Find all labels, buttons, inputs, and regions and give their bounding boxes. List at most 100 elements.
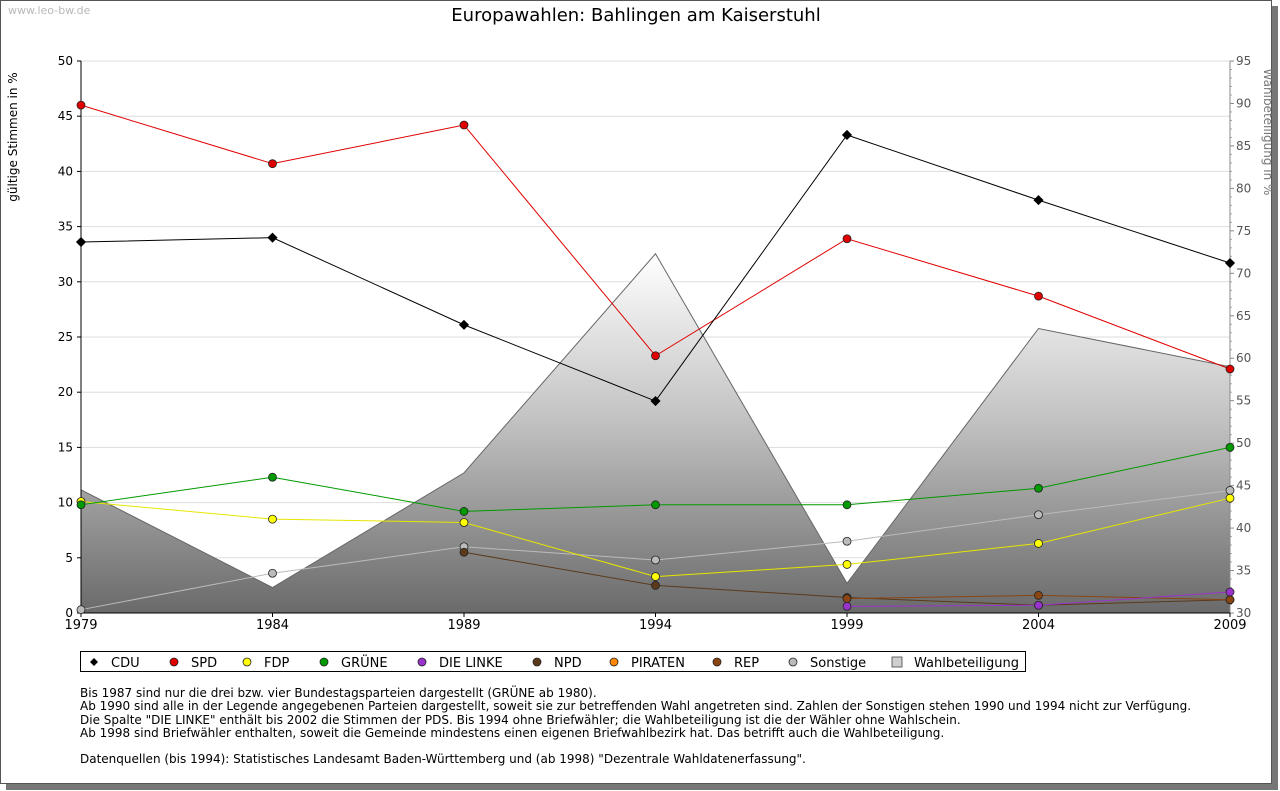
legend-marker-cdu bbox=[90, 658, 98, 666]
footnote-line: Bis 1987 sind nur die drei bzw. vier Bun… bbox=[80, 686, 597, 700]
point-npd bbox=[459, 547, 469, 557]
y-right-tick-label: 50 bbox=[1236, 436, 1251, 450]
x-tick-label: 1999 bbox=[830, 618, 863, 633]
turnout-line bbox=[80, 252, 1231, 589]
footnote-line: Ab 1990 sind alle in der Legende angegeb… bbox=[80, 699, 1192, 714]
point-cdu bbox=[267, 232, 278, 243]
point-spd bbox=[268, 159, 277, 169]
y-right-tick-label: 85 bbox=[1236, 139, 1251, 153]
chart-title: Europawahlen: Bahlingen am Kaiserstuhl bbox=[451, 5, 820, 26]
point-cdu bbox=[75, 236, 87, 248]
point-cdu bbox=[458, 319, 470, 330]
point-spd bbox=[651, 351, 660, 361]
y-tick-label: 40 bbox=[58, 164, 73, 178]
x-tick-label: 2009 bbox=[1213, 618, 1246, 633]
point-fdp bbox=[1034, 539, 1043, 548]
y-right-tick-label: 45 bbox=[1236, 479, 1251, 493]
footnote-line: Datenquellen (bis 1994): Statistisches L… bbox=[80, 752, 806, 767]
y-axis-label: gültige Stimmen in % bbox=[6, 72, 20, 201]
point-sonstige bbox=[1034, 510, 1043, 520]
y-tick-label: 5 bbox=[65, 551, 73, 565]
point-die-linke bbox=[1034, 600, 1043, 610]
point-grüne bbox=[1034, 483, 1043, 493]
y-axis-right-label: Wahlbeteiligung in % bbox=[1261, 69, 1272, 196]
y-right-tick-label: 70 bbox=[1236, 266, 1251, 280]
point-cdu bbox=[1224, 257, 1236, 269]
y-right-tick-label: 40 bbox=[1236, 521, 1251, 535]
point-fdp bbox=[459, 518, 469, 527]
y-tick-label: 30 bbox=[58, 275, 73, 289]
y-tick-label: 15 bbox=[58, 440, 73, 454]
y-right-tick-label: 30 bbox=[1236, 606, 1251, 620]
x-tick-label: 2004 bbox=[1022, 618, 1055, 633]
point-cdu bbox=[841, 129, 853, 141]
x-tick-label: 1984 bbox=[256, 618, 289, 633]
point-spd bbox=[842, 234, 852, 244]
turnout-area bbox=[81, 253, 1230, 613]
point-grüne bbox=[1225, 442, 1235, 452]
point-grüne bbox=[459, 507, 469, 516]
point-cdu bbox=[1033, 195, 1044, 206]
legend-marker-rep bbox=[712, 657, 722, 667]
point-rep bbox=[842, 594, 852, 604]
frame-shadow-right bbox=[1272, 6, 1278, 790]
point-grüne bbox=[651, 500, 660, 510]
y-tick-label: 25 bbox=[58, 330, 73, 344]
legend-label: REP bbox=[734, 656, 759, 671]
y-tick-label: 45 bbox=[58, 109, 73, 123]
y-right-tick-label: 35 bbox=[1236, 564, 1251, 578]
point-fdp bbox=[268, 514, 277, 524]
legend-marker-grüne bbox=[319, 657, 329, 667]
x-tick-label: 1979 bbox=[64, 618, 97, 633]
point-die-linke bbox=[1225, 587, 1235, 597]
watermark: www.leo-bw.de bbox=[8, 4, 91, 17]
legend-label: CDU bbox=[111, 656, 140, 671]
y-right-tick-label: 90 bbox=[1236, 96, 1251, 110]
point-die-linke bbox=[842, 601, 852, 611]
point-sonstige bbox=[76, 605, 86, 615]
y-right-tick-label: 55 bbox=[1236, 394, 1251, 408]
y-tick-label: 0 bbox=[65, 606, 73, 620]
point-spd bbox=[1225, 364, 1235, 374]
legend-label: PIRATEN bbox=[631, 656, 685, 671]
legend-marker-spd bbox=[169, 657, 179, 667]
point-grüne bbox=[268, 472, 277, 482]
legend-label: SPD bbox=[191, 656, 217, 671]
point-sonstige bbox=[651, 555, 660, 565]
point-grüne bbox=[842, 500, 852, 510]
y-tick-label: 20 bbox=[58, 385, 73, 399]
legend-label: DIE LINKE bbox=[439, 656, 503, 671]
legend-marker-fdp bbox=[242, 657, 252, 667]
legend-marker-wahlbeteiligung bbox=[891, 656, 903, 668]
legend-marker-piraten bbox=[609, 657, 619, 667]
legend: CDU SPD FDP GRÜNE DIE LINKE NPD PIRATEN REP Sons… bbox=[80, 651, 1026, 672]
y-right-tick-label: 75 bbox=[1236, 224, 1251, 238]
point-fdp bbox=[842, 560, 852, 569]
point-sonstige bbox=[842, 536, 852, 546]
footnote-line: Ab 1998 sind Briefwähler enthalten, sowe… bbox=[80, 725, 945, 740]
y-right-tick-label: 65 bbox=[1236, 309, 1251, 323]
legend-label: NPD bbox=[554, 656, 582, 671]
y-tick-label: 35 bbox=[58, 220, 73, 234]
footnote-line: Die Spalte "DIE LINKE" enthält bis 2002 … bbox=[80, 712, 961, 727]
frame-shadow-bottom bbox=[6, 784, 1278, 790]
legend-label: Sonstige bbox=[810, 656, 866, 671]
point-rep bbox=[1034, 590, 1043, 600]
point-spd bbox=[1034, 291, 1043, 301]
legend-label: FDP bbox=[264, 656, 289, 671]
y-right-tick-label: 95 bbox=[1236, 54, 1251, 68]
point-sonstige bbox=[268, 568, 277, 578]
legend-marker-die-linke bbox=[417, 657, 427, 667]
point-rep bbox=[1225, 595, 1235, 605]
point-spd bbox=[76, 100, 86, 110]
point-cdu bbox=[650, 395, 661, 407]
legend-marker-npd bbox=[532, 657, 542, 667]
point-sonstige bbox=[1225, 486, 1235, 495]
footnotes: Bis 1987 sind nur die drei bzw. vier Bun… bbox=[80, 686, 1192, 767]
y-right-tick-label: 80 bbox=[1236, 181, 1251, 195]
point-spd bbox=[459, 120, 469, 130]
point-fdp bbox=[651, 572, 660, 581]
point-grüne bbox=[76, 500, 86, 510]
y-tick-label: 10 bbox=[58, 496, 73, 510]
